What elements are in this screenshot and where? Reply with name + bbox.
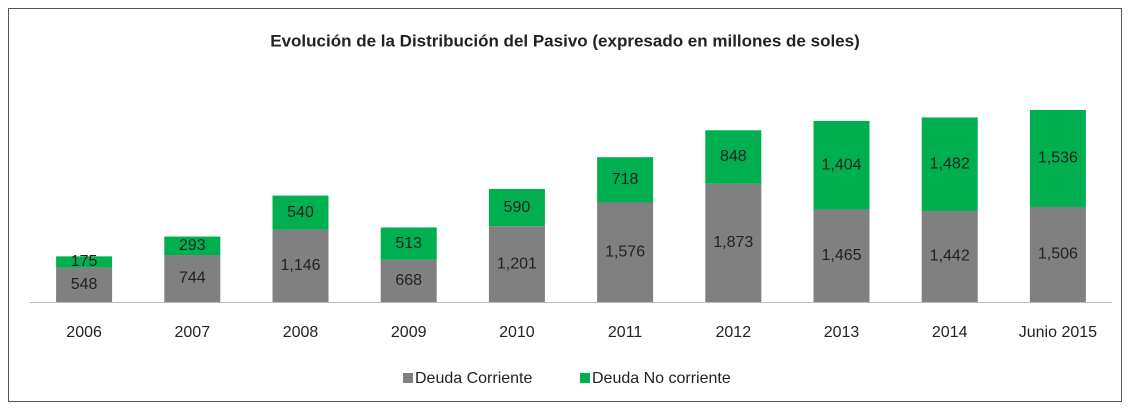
legend-label: Deuda Corriente [415, 370, 533, 387]
x-tick-label: 2007 [175, 324, 211, 341]
bar-segment [272, 195, 329, 230]
bar-segment [813, 209, 870, 302]
x-tick-label: 2008 [283, 324, 319, 341]
data-label: 1,465 [821, 247, 861, 264]
data-label: 1,146 [280, 257, 320, 274]
data-label: 175 [71, 253, 98, 270]
x-tick-label: Junio 2015 [1019, 324, 1097, 341]
bar-segment [597, 202, 654, 302]
bar-segment [380, 259, 437, 302]
bar-segment [1029, 206, 1086, 302]
bar-segment [1029, 110, 1086, 207]
data-label: 1,404 [821, 156, 861, 173]
x-tick-label: 2010 [499, 324, 535, 341]
bar-segment [488, 226, 545, 302]
data-label: 1,536 [1038, 150, 1078, 167]
data-label: 1,482 [930, 155, 970, 172]
data-label: 293 [179, 237, 206, 254]
x-tick-label: 2012 [716, 324, 752, 341]
bar-segment [921, 117, 978, 211]
data-label: 1,506 [1038, 246, 1078, 263]
bar-segment [813, 120, 870, 210]
legend-swatch [580, 373, 590, 383]
bar-segment [705, 130, 762, 184]
data-label: 1,201 [497, 255, 537, 272]
data-label: 540 [287, 204, 314, 221]
bar-segment [164, 236, 221, 256]
bar-segment [380, 227, 437, 260]
data-label: 848 [720, 148, 747, 165]
data-label: 548 [71, 276, 98, 293]
bar-segment [56, 256, 113, 268]
data-label: 1,873 [713, 234, 753, 251]
x-tick-label: 2006 [66, 324, 102, 341]
bar-segment [164, 255, 221, 302]
bar-segment [272, 229, 329, 302]
bar-segment [488, 188, 545, 227]
legend-label: Deuda No corriente [592, 370, 731, 387]
x-tick-label: 2013 [824, 324, 860, 341]
legend-swatch [403, 373, 413, 383]
bar-segment [705, 183, 762, 302]
bar-segment [56, 267, 113, 302]
data-label: 1,442 [930, 248, 970, 265]
x-tick-label: 2014 [932, 324, 968, 341]
x-tick-label: 2011 [608, 324, 643, 341]
bar-segment [597, 157, 654, 203]
data-label: 668 [395, 272, 422, 289]
bar-segment [921, 210, 978, 302]
chart-title: Evolución de la Distribución del Pasivo … [270, 31, 860, 50]
x-tick-label: 2009 [391, 324, 427, 341]
data-label: 513 [395, 235, 422, 252]
data-label: 718 [612, 171, 639, 188]
data-label: 744 [179, 270, 206, 287]
data-label: 590 [504, 199, 531, 216]
data-label: 1,576 [605, 243, 645, 260]
